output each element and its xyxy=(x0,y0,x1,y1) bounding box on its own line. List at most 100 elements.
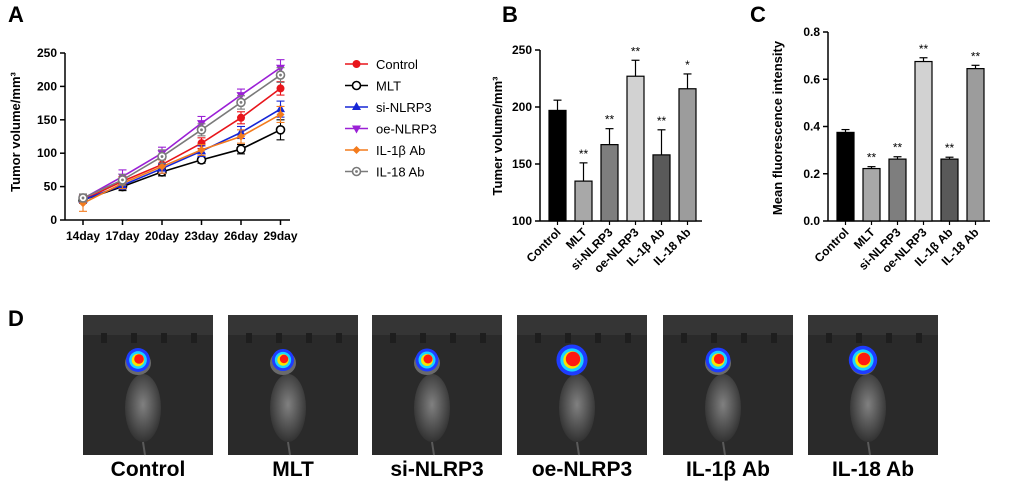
panel-c-significance-label: ** xyxy=(945,141,955,155)
panel-c-letter: C xyxy=(750,2,766,27)
panel-b-bar xyxy=(574,180,593,222)
imaging-thumbnail-1 xyxy=(228,315,358,456)
imaging-peg xyxy=(306,333,312,343)
panel-b-bar xyxy=(626,75,645,222)
panel-a-ytick-label: 250 xyxy=(37,46,57,60)
panel-a-point xyxy=(276,110,285,119)
fluorescence-core xyxy=(857,352,871,366)
imaging-thumbnail-4 xyxy=(663,315,793,456)
imaging-caption: si-NLRP3 xyxy=(390,458,483,481)
imaging-caption: oe-NLRP3 xyxy=(532,458,632,481)
panel-b-ylabel: Tumer volume/mm³ xyxy=(490,76,505,196)
imaging-peg xyxy=(625,333,631,343)
panel-a-ytick-label: 0 xyxy=(50,213,57,227)
bar-chart-panel-c: 0.00.20.40.60.8Control**MLT**si-NLRP3**o… xyxy=(803,25,990,276)
imaging-peg xyxy=(856,333,862,343)
imaging-peg xyxy=(916,333,922,343)
mouse-tail xyxy=(867,441,871,456)
imaging-peg xyxy=(480,333,486,343)
panel-a-point-dot xyxy=(121,178,124,182)
panel-a-letter: A xyxy=(8,2,24,27)
panel-c-ytick-label: 0.8 xyxy=(803,25,820,39)
imaging-caption: Control xyxy=(111,458,186,481)
panel-a-point xyxy=(197,139,206,148)
panel-a-xtick-label: 20day xyxy=(145,229,179,243)
panel-c-ytick-label: 0.6 xyxy=(803,72,820,86)
mouse-tail xyxy=(431,441,435,456)
imaging-peg xyxy=(131,333,137,343)
mouse-tail xyxy=(722,441,726,456)
imaging-thumbnail-2 xyxy=(372,315,502,456)
panel-b-bar xyxy=(678,88,697,222)
panel-a-point-dot xyxy=(200,128,203,132)
panel-b-letter: B xyxy=(502,2,518,27)
imaging-peg xyxy=(246,333,252,343)
panel-a-point xyxy=(158,162,166,171)
panel-b-bar xyxy=(600,144,619,222)
panel-b-significance-label: * xyxy=(685,58,690,72)
panel-b-significance-label: ** xyxy=(605,113,615,127)
panel-a-xtick-label: 14day xyxy=(66,229,100,243)
panel-b-ytick-label: 200 xyxy=(512,100,532,114)
imaging-thumbnail-0 xyxy=(83,315,213,456)
fluorescence-core xyxy=(423,354,433,364)
mouse-body xyxy=(125,374,161,442)
panel-a-series-line xyxy=(82,87,281,201)
panel-c-bar xyxy=(914,60,933,222)
panel-a-point-dot xyxy=(279,73,282,77)
panel-a-point xyxy=(236,144,246,154)
panel-a-point-dot xyxy=(239,101,243,104)
imaging-peg xyxy=(276,333,282,343)
panel-b-ytick-label: 150 xyxy=(512,157,532,171)
legend-label: Control xyxy=(376,57,418,72)
imaging-peg xyxy=(161,333,167,343)
panel-a-ylabel: Tumor volume/mm³ xyxy=(8,72,23,192)
imaging-peg xyxy=(595,333,601,343)
panel-a-series-line xyxy=(82,74,281,199)
legend-marker-dot xyxy=(355,170,358,173)
imaging-peg xyxy=(771,333,777,343)
panel-d-letter: D xyxy=(8,306,24,331)
panel-a-legend: Control MLT si-NLRP3 oe-NLRP3 IL-1β Ab IL-18 … xyxy=(345,57,437,180)
panel-a-ytick-label: 200 xyxy=(37,79,57,93)
imaging-thumbnail-3 xyxy=(517,315,647,456)
imaging-caption: IL-1β Ab xyxy=(686,458,770,481)
panel-a-point xyxy=(275,125,286,135)
legend-label: IL-18 Ab xyxy=(376,165,424,180)
imaging-panel-d: Control MLT si-NLRP3 oe-NLRP3 IL-1β Ab IL-18 … xyxy=(83,315,938,481)
panel-c-bar xyxy=(836,131,855,222)
panel-c-bar xyxy=(862,167,881,222)
imaging-peg xyxy=(101,333,107,343)
mouse-body xyxy=(850,374,886,442)
imaging-top-band xyxy=(372,315,502,335)
imaging-peg xyxy=(741,333,747,343)
panel-b-significance-label: ** xyxy=(631,44,641,58)
panel-c-significance-label: ** xyxy=(971,49,981,63)
legend-marker xyxy=(352,60,361,68)
panel-c-significance-label: ** xyxy=(893,141,903,155)
panel-b-ytick-label: 250 xyxy=(512,43,532,57)
imaging-peg xyxy=(886,333,892,343)
imaging-top-band xyxy=(228,315,358,335)
imaging-peg xyxy=(826,333,832,343)
legend-marker xyxy=(352,102,361,110)
fluorescence-core xyxy=(134,354,144,364)
fluorescence-core xyxy=(713,353,725,365)
panel-a-point xyxy=(197,145,206,154)
panel-a-series-5 xyxy=(78,67,286,203)
imaging-caption: MLT xyxy=(272,458,314,481)
fluorescence-core xyxy=(565,351,581,367)
panel-a-series-3 xyxy=(78,59,285,204)
panel-c-significance-label: ** xyxy=(919,42,929,56)
panel-c-ytick-label: 0.4 xyxy=(803,120,820,134)
mouse-body xyxy=(559,374,595,442)
mouse-body xyxy=(414,374,450,442)
fluorescence-core xyxy=(279,354,289,364)
panel-b-bar xyxy=(652,154,671,222)
panel-c-category-label: Control xyxy=(812,225,852,265)
imaging-peg xyxy=(535,333,541,343)
panel-b-ytick-label: 100 xyxy=(512,214,532,228)
bar-chart-panel-b: 100150200250Control**MLT**si-NLRP3**oe-N… xyxy=(512,43,702,276)
imaging-top-band xyxy=(663,315,793,335)
panel-c-ylabel: Mean fluorescence intensity xyxy=(770,40,785,215)
